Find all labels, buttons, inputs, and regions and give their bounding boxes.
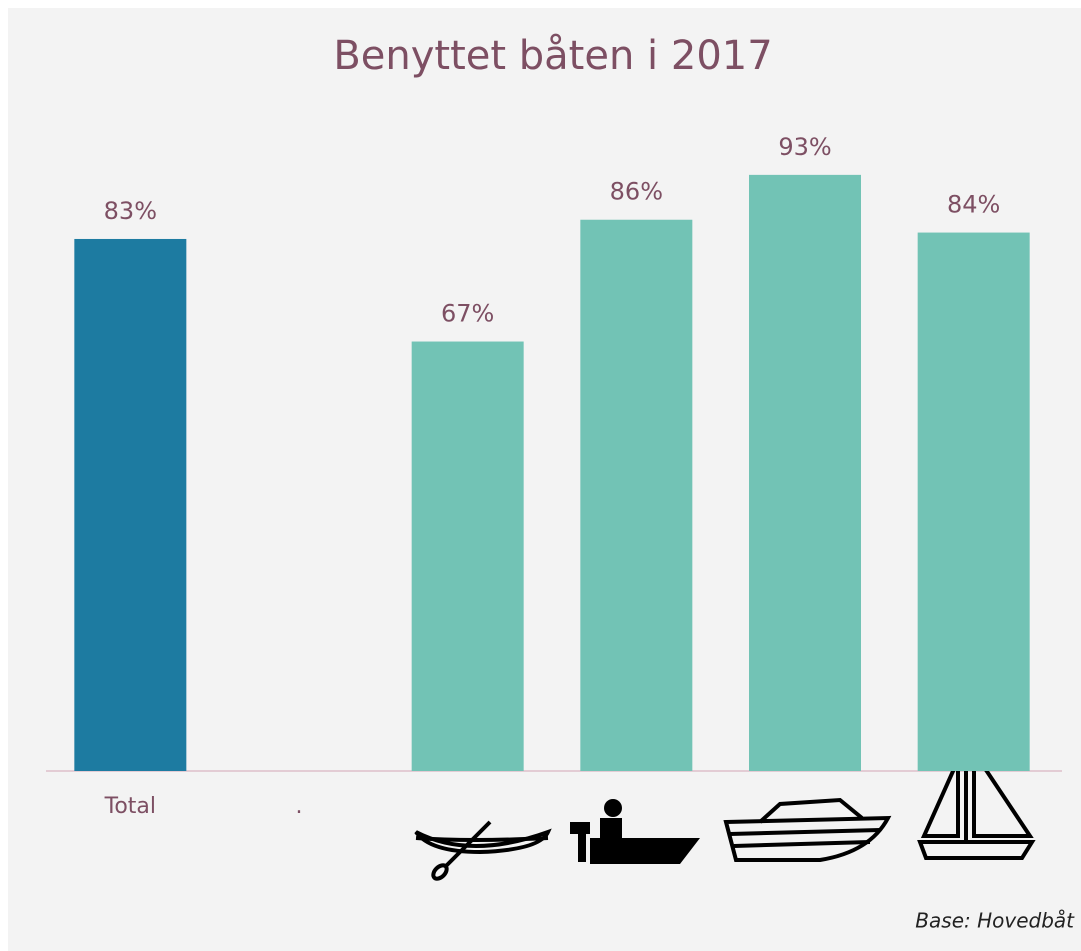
data-label: 67% [441,300,494,328]
data-label: 93% [778,133,831,161]
data-label: 86% [610,178,663,206]
bar [74,238,187,772]
chart-title: Benyttet båten i 2017 [333,33,772,79]
canoe-icon [414,820,552,881]
x-tick-label: . [296,794,303,819]
x-tick-label: Total [104,794,156,819]
motorboat-icon [570,799,700,864]
footnote: Base: Hovedbåt [915,909,1075,933]
bar [411,341,524,771]
cruiser-icon [723,797,892,862]
data-label: 83% [104,197,157,225]
bar [749,174,861,771]
bar [580,219,693,772]
bar [917,232,1030,771]
data-label: 84% [947,191,1000,219]
background [8,8,1081,951]
